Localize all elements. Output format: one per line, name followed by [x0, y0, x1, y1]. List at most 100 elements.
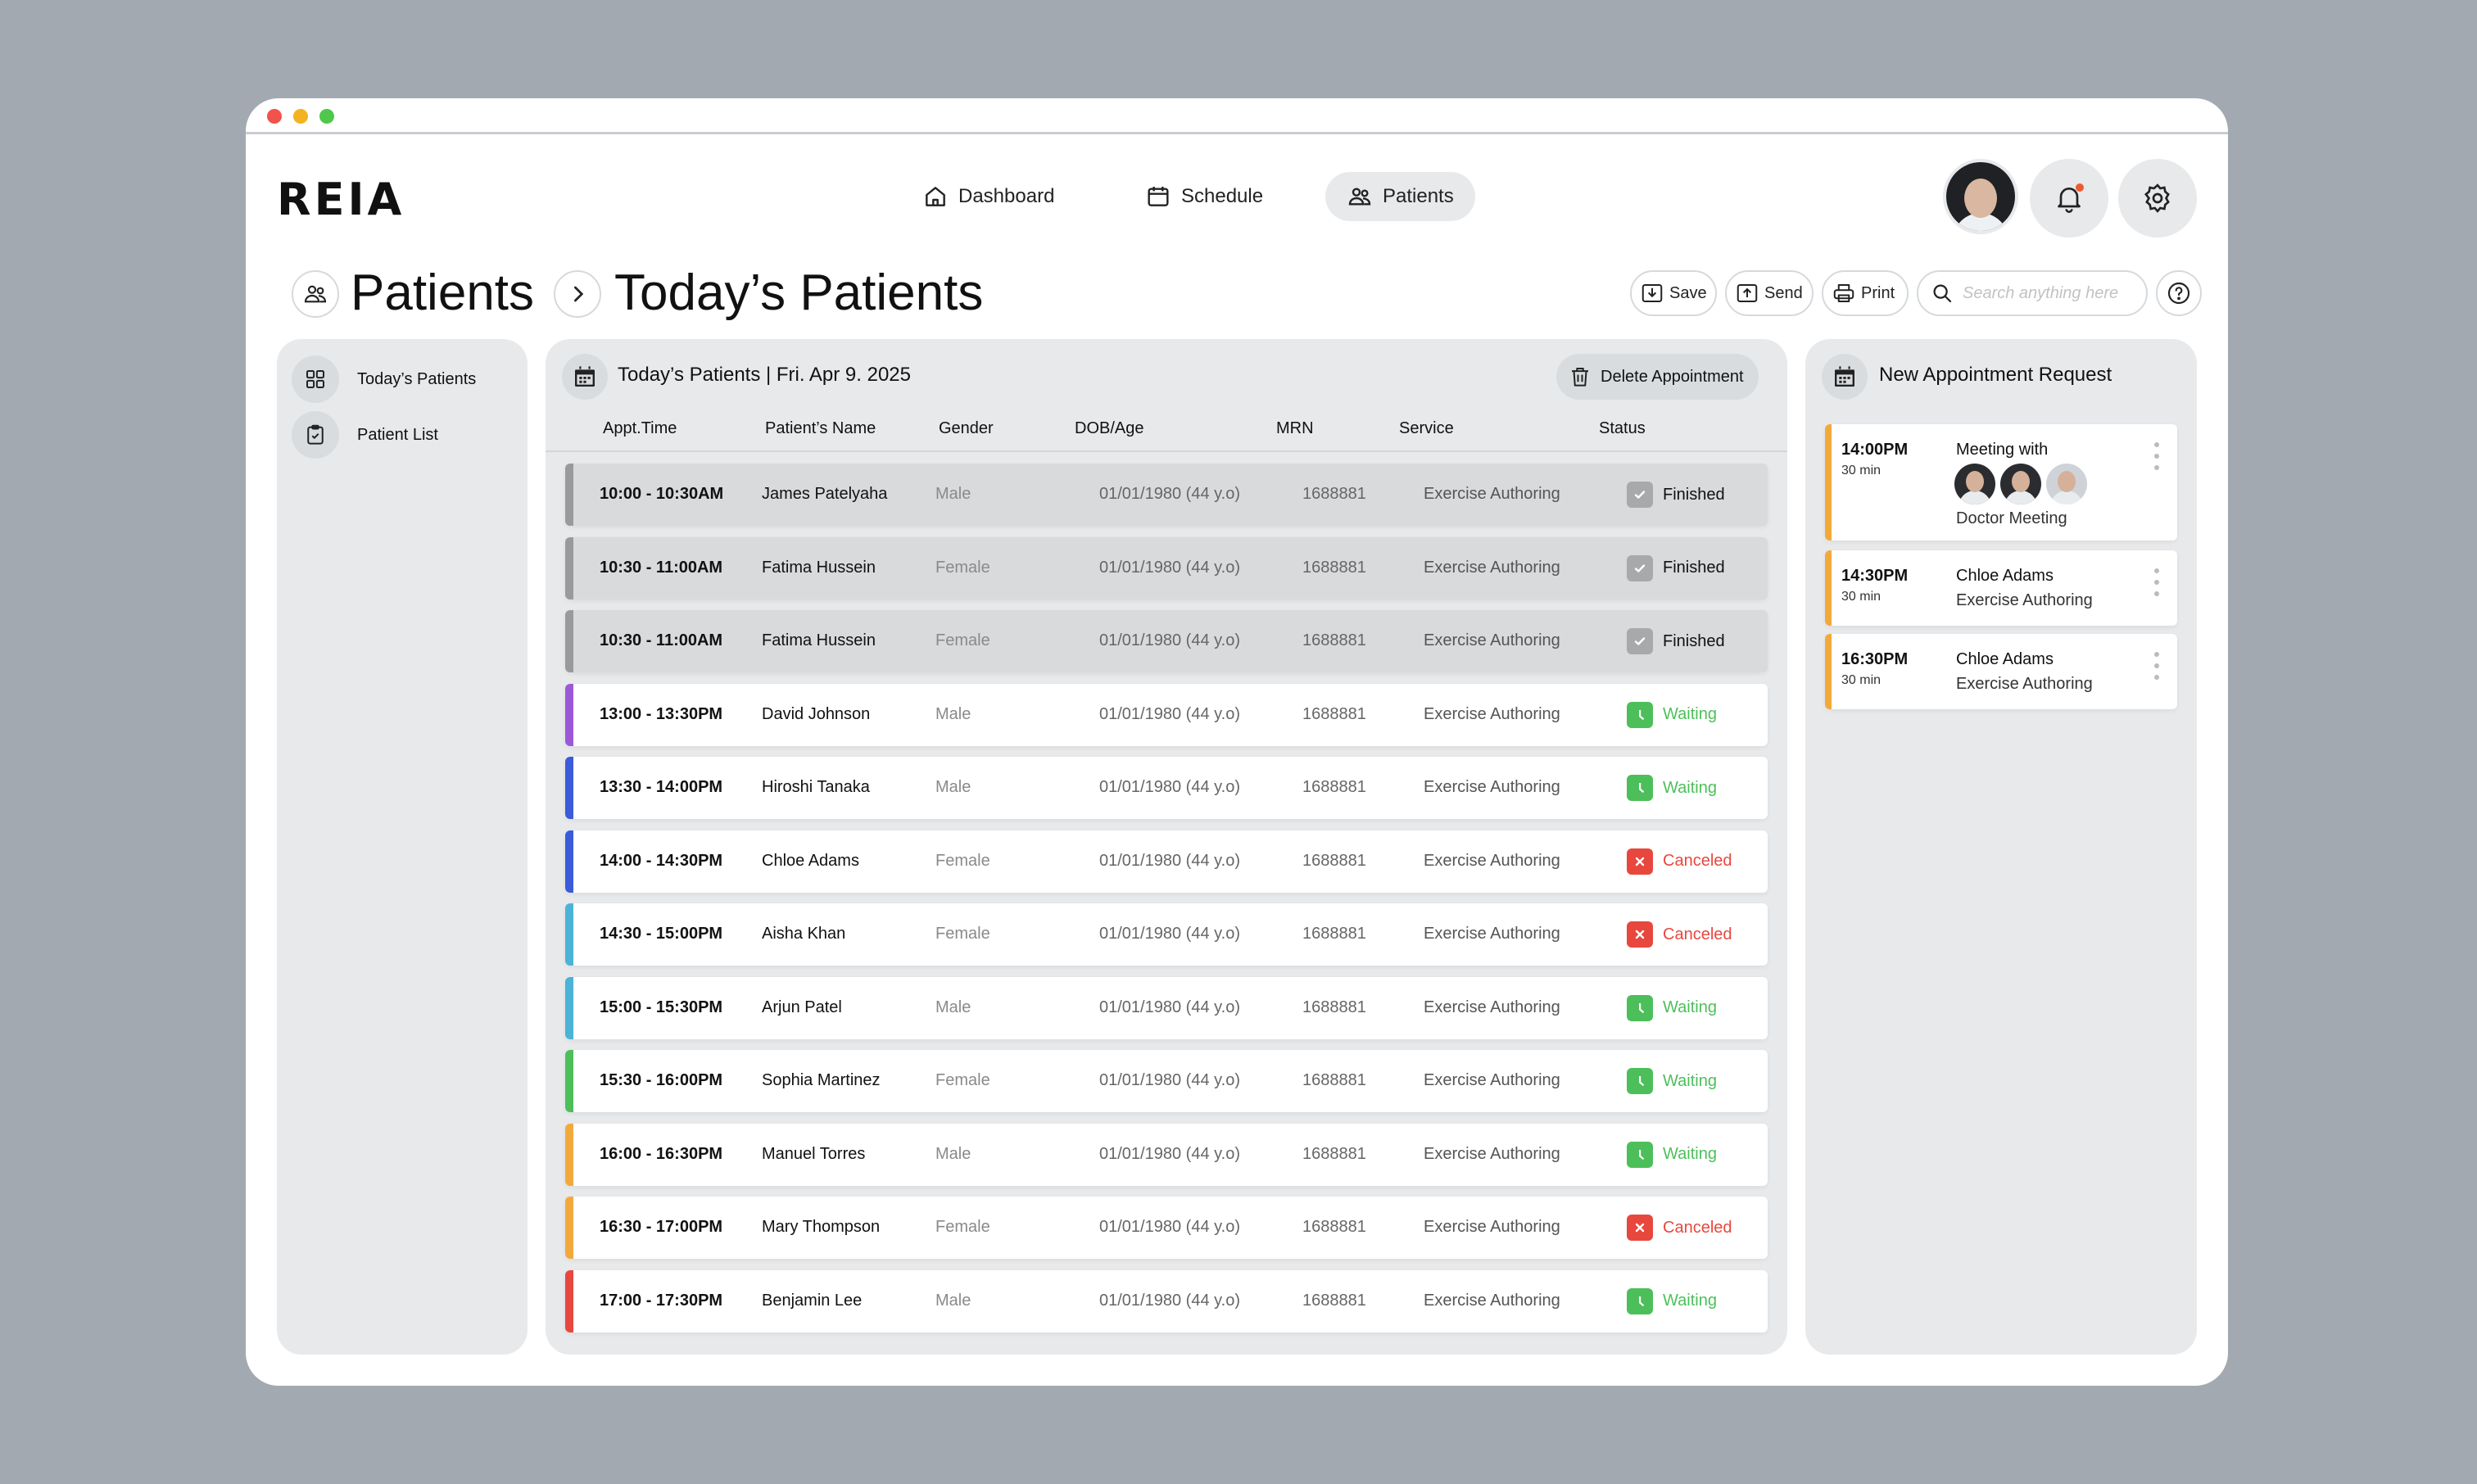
column-header-mrn[interactable]: MRN [1276, 419, 1314, 437]
service-name: Exercise Authoring [1424, 851, 1560, 870]
clock-icon [1627, 701, 1653, 728]
patient-dob: 01/01/1980 (44 y.o) [1099, 851, 1240, 870]
minimize-window-button[interactable] [293, 109, 308, 124]
request-card[interactable]: 14:00PM 30 min Meeting with Doctor Meeti… [1825, 424, 2177, 541]
patient-mrn: 1688881 [1302, 925, 1366, 943]
table-row[interactable]: 17:00 - 17:30PM Benjamin Lee Male 01/01/198… [565, 1269, 1768, 1332]
patient-dob: 01/01/1980 (44 y.o) [1099, 631, 1240, 649]
app-logo[interactable]: REIA [277, 174, 405, 225]
column-header-gender[interactable]: Gender [939, 419, 994, 437]
appointment-time: 10:30 - 11:00AM [600, 631, 723, 649]
nav-dashboard[interactable]: Dashboard [901, 172, 1075, 221]
request-time: 14:30PM [1841, 567, 1909, 585]
save-button[interactable]: Save [1630, 270, 1717, 316]
x-icon [1627, 1215, 1653, 1241]
table-row[interactable]: 15:30 - 16:00PM Sophia Martinez Female 01/0… [565, 1050, 1768, 1112]
appointment-time: 10:30 - 11:00AM [600, 558, 723, 577]
column-header-dob[interactable]: DOB/Age [1075, 419, 1144, 437]
notifications-button[interactable] [2030, 159, 2108, 238]
patient-dob: 01/01/1980 (44 y.o) [1099, 778, 1240, 796]
search-box[interactable] [1917, 270, 2148, 316]
sidebar-item-todays-patients[interactable]: Today’s Patients [292, 355, 476, 403]
delete-appointment-button[interactable]: Delete Appointment [1556, 354, 1759, 400]
request-duration: 30 min [1841, 590, 1882, 604]
print-button[interactable]: Print [1822, 270, 1909, 316]
table-row[interactable]: 13:00 - 13:30PM David Johnson Male 01/01/19… [565, 683, 1768, 746]
avatar [2046, 464, 2087, 504]
chevron-right-icon [574, 286, 584, 302]
table-row[interactable]: 14:00 - 14:30PM Chloe Adams Female 01/01/19… [565, 830, 1768, 893]
table-row[interactable]: 10:30 - 11:00AM Fatima Hussein Female 01/01… [565, 536, 1768, 599]
nav-schedule[interactable]: Schedule [1124, 172, 1284, 221]
appointment-time: 15:00 - 15:30PM [600, 998, 723, 1016]
column-header-service[interactable]: Service [1399, 419, 1454, 437]
appointment-time: 15:30 - 16:00PM [600, 1071, 723, 1089]
table-row[interactable]: 15:00 - 15:30PM Arjun Patel Male 01/01/1980… [565, 976, 1768, 1039]
service-name: Exercise Authoring [1424, 925, 1560, 943]
request-card[interactable]: 16:30PM 30 min Chloe Adams Exercise Auth… [1825, 634, 2177, 709]
service-name: Exercise Authoring [1424, 1071, 1560, 1089]
more-options-icon[interactable] [2154, 442, 2159, 470]
row-accent [565, 683, 573, 746]
more-options-icon[interactable] [2154, 652, 2159, 680]
status-badge: Waiting [1627, 994, 1717, 1021]
request-card[interactable]: 14:30PM 30 min Chloe Adams Exercise Auth… [1825, 550, 2177, 626]
breadcrumb-root[interactable]: Patients [351, 265, 535, 321]
nav-patients[interactable]: Patients [1325, 172, 1475, 221]
patient-mrn: 1688881 [1302, 1144, 1366, 1163]
breadcrumb-separator [554, 270, 601, 318]
close-window-button[interactable] [267, 109, 282, 124]
trash-icon [1572, 368, 1588, 387]
notification-dot [2076, 183, 2084, 192]
table-row[interactable]: 10:30 - 11:00AM Fatima Hussein Female 01/01… [565, 610, 1768, 672]
status-label: Canceled [1663, 925, 1732, 943]
clock-icon [1627, 994, 1653, 1021]
patient-gender: Female [935, 925, 990, 943]
nav-dashboard-label: Dashboard [958, 185, 1055, 207]
row-accent [565, 976, 573, 1039]
column-header-time[interactable]: Appt.Time [603, 419, 677, 437]
patient-gender: Male [935, 485, 971, 503]
table-row[interactable]: 13:30 - 14:00PM Hiroshi Tanaka Male 01/01/1… [565, 757, 1768, 819]
table-row[interactable]: 16:30 - 17:00PM Mary Thompson Female 01/01/… [565, 1197, 1768, 1259]
column-header-name[interactable]: Patient’s Name [765, 419, 876, 437]
patient-gender: Female [935, 1071, 990, 1089]
appointment-time: 14:00 - 14:30PM [600, 851, 723, 870]
patient-name: James Patelyaha [762, 485, 888, 503]
save-label: Save [1669, 283, 1707, 302]
sidebar-item-patient-list[interactable]: Patient List [292, 411, 438, 459]
status-label: Finished [1663, 631, 1725, 650]
patient-name: Hiroshi Tanaka [762, 778, 870, 796]
appointment-time: 13:30 - 14:00PM [600, 778, 723, 796]
maximize-window-button[interactable] [319, 109, 334, 124]
table-row[interactable]: 16:00 - 16:30PM Manuel Torres Male 01/01/19… [565, 1123, 1768, 1186]
send-button[interactable]: Send [1725, 270, 1814, 316]
request-time: 16:30PM [1841, 650, 1909, 668]
patient-gender: Male [935, 1144, 971, 1163]
table-row[interactable]: 14:30 - 15:00PM Aisha Khan Female 01/01/198… [565, 903, 1768, 966]
help-button[interactable] [2156, 270, 2202, 316]
search-input[interactable] [1963, 283, 2135, 303]
status-badge: Canceled [1627, 1215, 1732, 1241]
table-row[interactable]: 10:00 - 10:30AM James Patelyaha Male 01/01/… [565, 464, 1768, 526]
appointment-time: 14:30 - 15:00PM [600, 925, 723, 943]
status-badge: Finished [1627, 628, 1725, 654]
column-header-status[interactable]: Status [1599, 419, 1646, 437]
header-divider [546, 450, 1787, 452]
request-subtitle: Exercise Authoring [1956, 675, 2093, 693]
more-options-icon[interactable] [2154, 568, 2159, 596]
status-label: Waiting [1663, 778, 1717, 797]
window-titlebar [246, 98, 2228, 134]
patient-dob: 01/01/1980 (44 y.o) [1099, 1071, 1240, 1089]
patient-dob: 01/01/1980 (44 y.o) [1099, 485, 1240, 503]
service-name: Exercise Authoring [1424, 558, 1560, 577]
help-icon [2167, 282, 2190, 305]
patient-name: Sophia Martinez [762, 1071, 881, 1089]
breadcrumb-patients-icon-button[interactable] [292, 270, 339, 318]
settings-button[interactable] [2118, 159, 2197, 238]
user-avatar[interactable] [1943, 159, 2018, 234]
requests-title: New Appointment Request [1879, 364, 2112, 386]
avatar [1954, 464, 1995, 504]
appointment-time: 13:00 - 13:30PM [600, 704, 723, 723]
request-accent [1825, 424, 1832, 541]
